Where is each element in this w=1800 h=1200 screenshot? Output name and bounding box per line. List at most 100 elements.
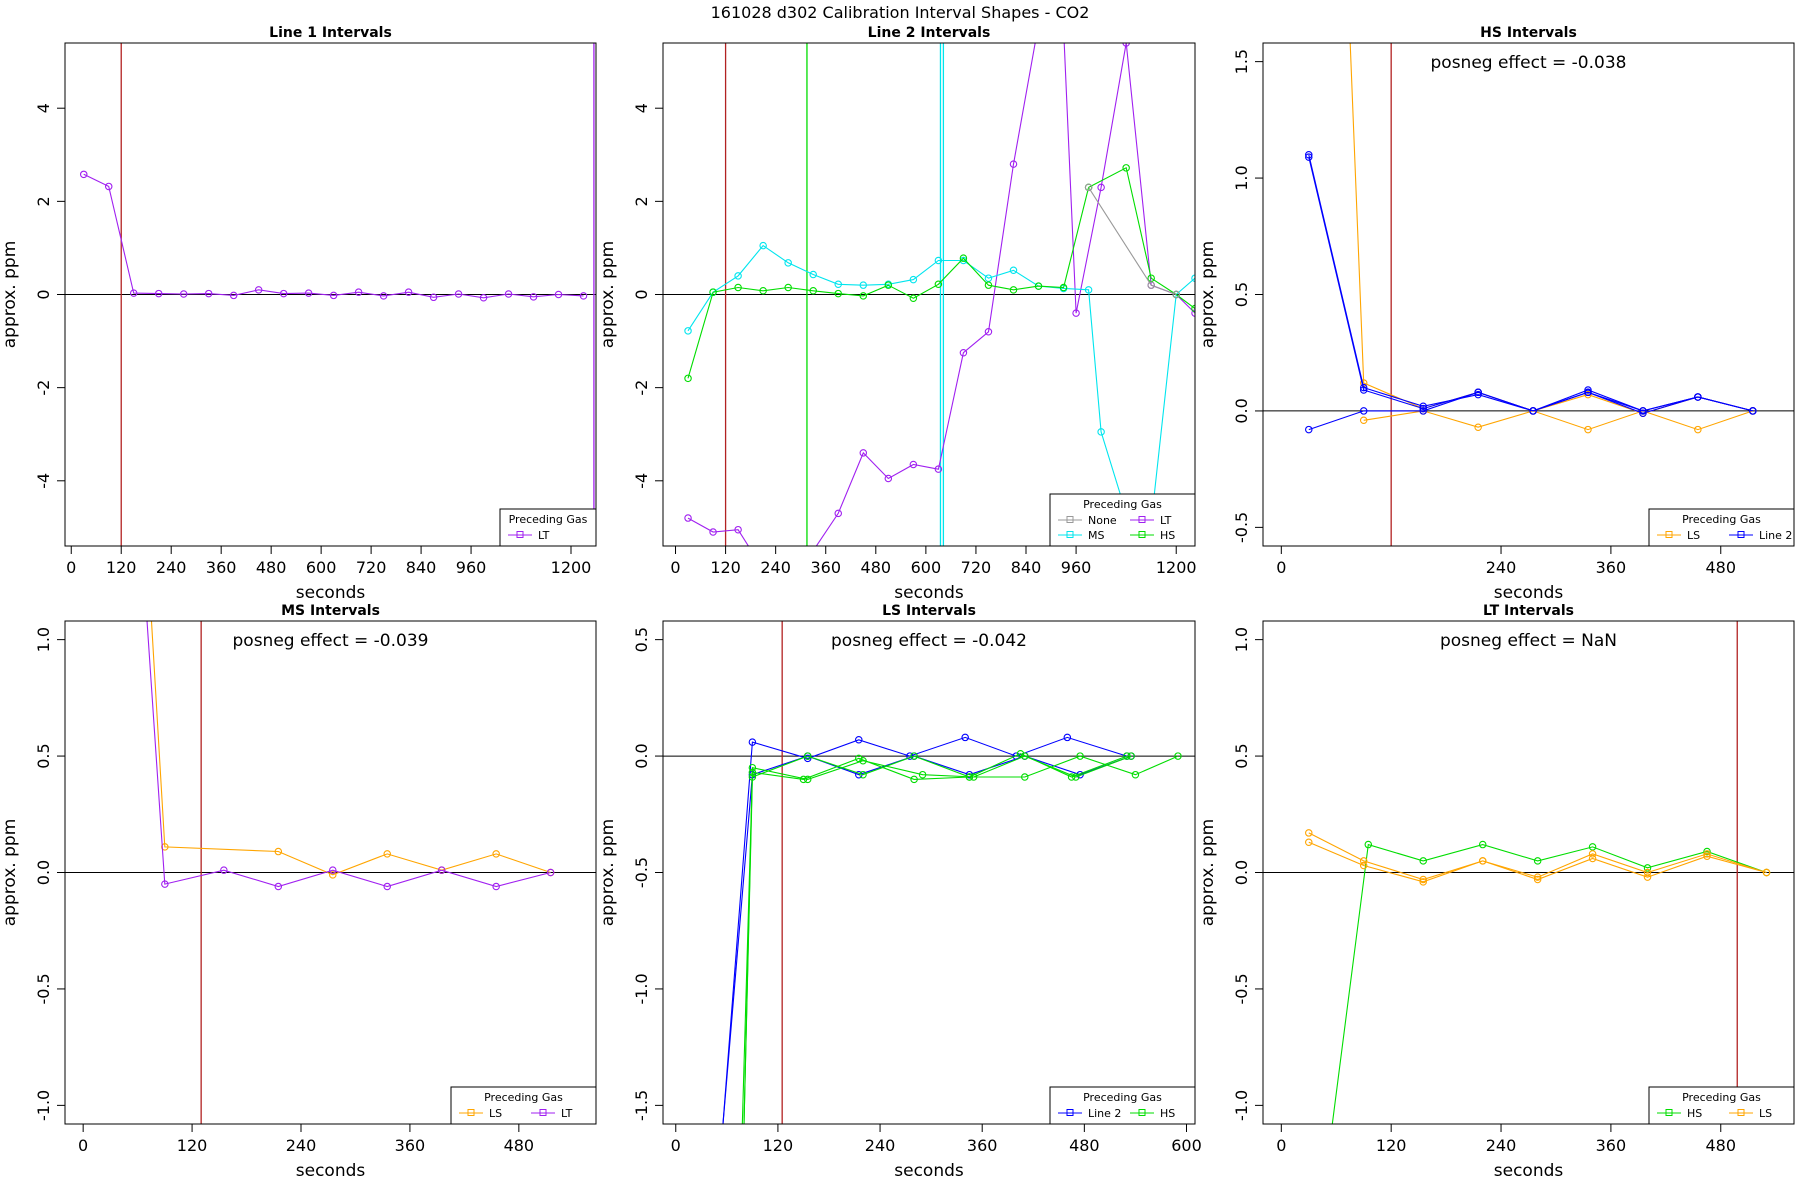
panel-4: MS Intervals seconds approx. ppm 0 120 240 360… [0, 603, 597, 1181]
x-tick-label: 1200 [551, 558, 592, 577]
data-point [965, 773, 974, 781]
data-point [1419, 404, 1427, 413]
plot-frame [64, 620, 597, 1125]
data-point [204, 289, 213, 298]
panel-5: LS Intervals seconds approx. ppm 0 120 240 360… [598, 603, 1202, 1181]
x-tick-label: 360 [810, 558, 841, 577]
y-tick-label: -0.5 [34, 973, 53, 1004]
data-point [104, 182, 113, 191]
plot-area [1263, 621, 1794, 1124]
x-tick-label: 480 [1705, 1136, 1736, 1155]
data-point [859, 770, 867, 779]
data-point [719, 1125, 725, 1131]
series-line [1308, 156, 1753, 414]
legend-title: Preceding Gas [484, 1091, 563, 1104]
data-point [1122, 164, 1130, 172]
y-tick-label: -0.5 [1232, 512, 1251, 543]
data-point [154, 289, 163, 298]
data-point [984, 328, 993, 336]
legend-swatch-marker [1066, 531, 1074, 538]
panel-3: HS Intervals seconds approx. ppm 0 240 360 480… [1198, 25, 1795, 603]
series-line [83, 173, 584, 299]
panel-title: MS Intervals [281, 603, 380, 619]
legend-entry-label: LS [1759, 1107, 1772, 1120]
x-tick-label: 120 [763, 1136, 794, 1155]
data-point [709, 528, 717, 536]
data-point [1639, 409, 1647, 418]
data-point [748, 763, 757, 772]
data-point [984, 281, 993, 289]
series-line [150, 621, 551, 876]
x-tick-label: 600 [306, 558, 337, 577]
panel-title: HS Intervals [1480, 25, 1577, 41]
legend-title: Preceding Gas [509, 513, 588, 526]
data-point [934, 256, 943, 265]
data-point [934, 280, 943, 289]
x-tick-label: 0 [671, 1136, 681, 1155]
x-tick-label: 480 [256, 558, 287, 577]
y-tick-label: 0.0 [1232, 860, 1251, 885]
x-tick-label: 480 [1705, 558, 1736, 577]
data-point [1359, 861, 1368, 870]
data-point [404, 288, 413, 296]
series-line [1331, 843, 1767, 1124]
panel-title: LT Intervals [1483, 603, 1574, 619]
y-axis-label: approx. ppm [598, 819, 618, 927]
plot-frame [64, 42, 597, 547]
data-point [1191, 274, 1195, 282]
x-tick-label: 240 [1486, 1136, 1517, 1155]
data-point [1533, 873, 1542, 881]
x-tick-label: 960 [456, 558, 487, 577]
data-point [759, 287, 767, 295]
data-point [1305, 829, 1313, 837]
data-point [1643, 873, 1652, 881]
data-point [1084, 286, 1093, 294]
data-point [1097, 428, 1105, 436]
data-point [741, 1125, 747, 1131]
data-point [1035, 21, 1041, 27]
data-point [1009, 160, 1018, 168]
x-tick-label: 720 [961, 558, 992, 577]
y-tick-label: 0.5 [1232, 743, 1251, 768]
legend: Preceding Gas LS Line 2 [1648, 508, 1795, 547]
data-point [910, 752, 918, 760]
y-tick-label: -1.0 [1232, 1090, 1251, 1121]
plot-frame [1262, 42, 1795, 547]
data-point [884, 281, 893, 289]
data-point [1305, 425, 1313, 434]
data-point [379, 292, 388, 300]
legend-box [499, 508, 597, 547]
data-point [1584, 388, 1592, 397]
series-line [687, 166, 1195, 379]
data-point [748, 738, 757, 746]
x-tick-label: 840 [1011, 558, 1042, 577]
y-tick-label: 2 [34, 196, 53, 206]
data-point [965, 770, 974, 779]
x-tick-label: 120 [1376, 1136, 1407, 1155]
data-point [734, 272, 742, 280]
data-point [492, 850, 500, 858]
data-point [1474, 388, 1482, 397]
data-point [1076, 752, 1084, 760]
data-point [1021, 752, 1029, 760]
data-point [709, 288, 717, 296]
data-point [529, 293, 538, 301]
data-point [859, 281, 868, 289]
data-point [809, 270, 817, 279]
data-point [918, 770, 927, 779]
data-point [759, 241, 767, 250]
data-point [1584, 425, 1592, 434]
y-tick-label: 0.0 [632, 743, 651, 768]
series-line [687, 244, 1195, 524]
data-point [1063, 733, 1072, 742]
y-tick-label: 4 [632, 103, 651, 113]
legend-entry-label: HS [1160, 529, 1175, 542]
data-point [910, 775, 918, 784]
x-axis-label: seconds [296, 583, 366, 603]
legend-entry-label: LT [538, 529, 550, 542]
data-point [1174, 752, 1182, 760]
data-point [1127, 752, 1135, 760]
data-point [383, 850, 391, 858]
